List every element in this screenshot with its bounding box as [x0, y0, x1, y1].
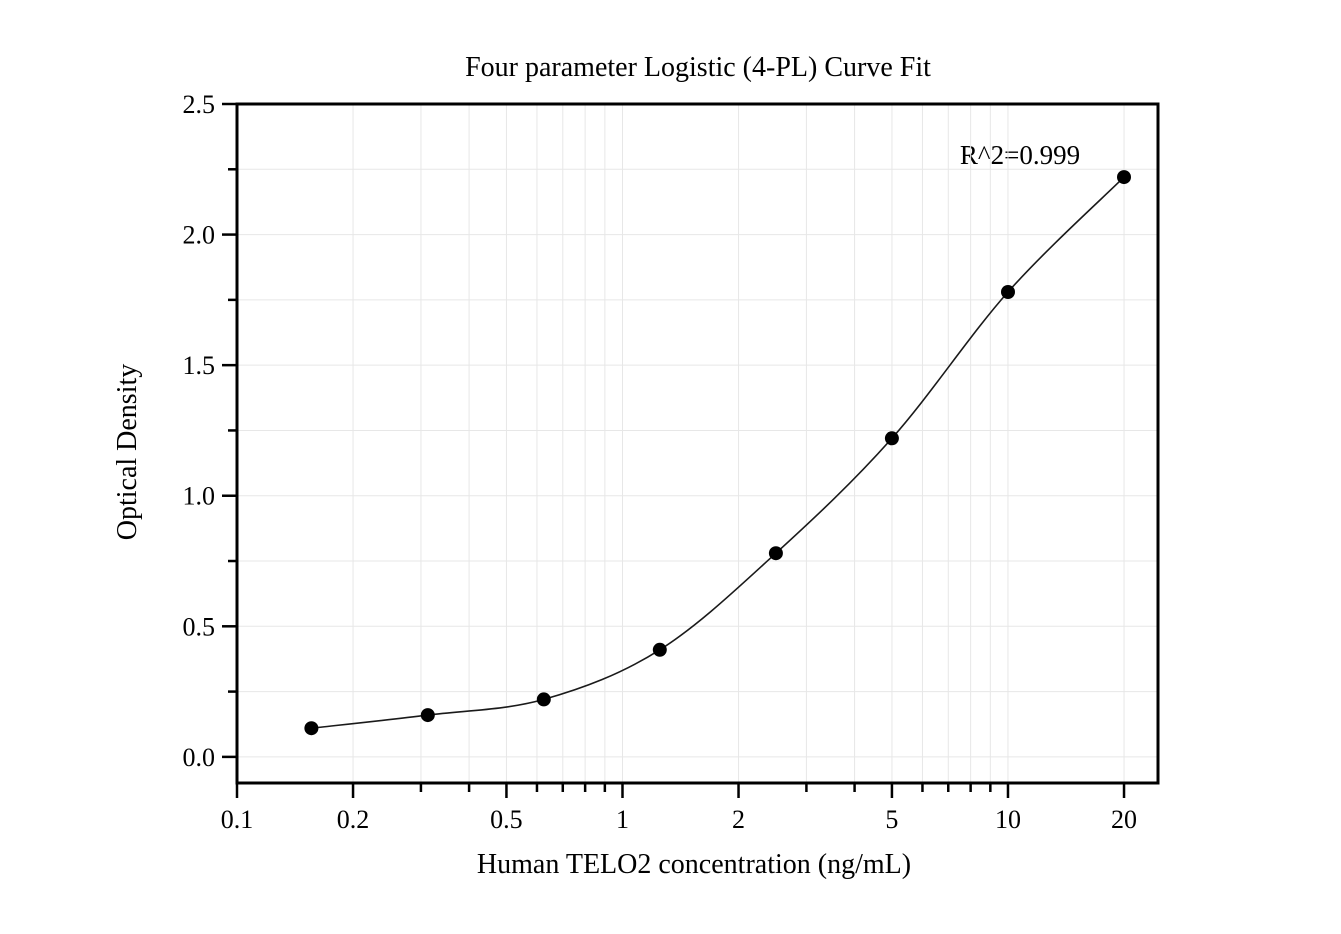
x-tick-label: 2 [732, 805, 745, 834]
x-tick-label: 20 [1111, 805, 1137, 834]
data-point [652, 642, 667, 657]
y-tick-label: 2.5 [183, 90, 216, 119]
axis-ticks [222, 102, 1126, 798]
fit-curve [311, 176, 1125, 729]
chart-title: Four parameter Logistic (4-PL) Curve Fit [465, 52, 931, 83]
y-tick-label: 0.5 [183, 612, 216, 641]
y-tick-label: 1.0 [183, 482, 216, 511]
data-point [884, 431, 899, 446]
y-tick-label: 0.0 [183, 743, 216, 772]
x-axis-label: Human TELO2 concentration (ng/mL) [476, 849, 912, 880]
x-tick-label: 0.2 [337, 805, 370, 834]
x-tick-label: 0.1 [221, 805, 254, 834]
x-tick-label: 10 [995, 805, 1021, 834]
y-tick-label: 2.0 [183, 221, 216, 250]
data-point [536, 692, 551, 707]
data-point [1117, 170, 1131, 185]
data-point [1001, 285, 1015, 299]
x-tick-label: 1 [616, 805, 629, 834]
data-point [304, 721, 319, 736]
r-squared-annotation: R^2=0.999 [959, 140, 1081, 170]
grid-lines [237, 104, 1158, 783]
data-points [304, 170, 1131, 736]
x-tick-label: 5 [885, 805, 898, 834]
axis-spine [235, 102, 1160, 785]
x-tick-label: 0.5 [490, 805, 523, 834]
y-tick-labels: 0.0 0.5 1.0 1.5 2.0 2.5 [183, 90, 216, 772]
data-point [768, 546, 783, 561]
data-point [420, 708, 435, 723]
x-tick-labels: 0.1 0.2 0.5 1 2 5 10 20 [221, 805, 1137, 834]
y-tick-label: 1.5 [183, 351, 216, 380]
